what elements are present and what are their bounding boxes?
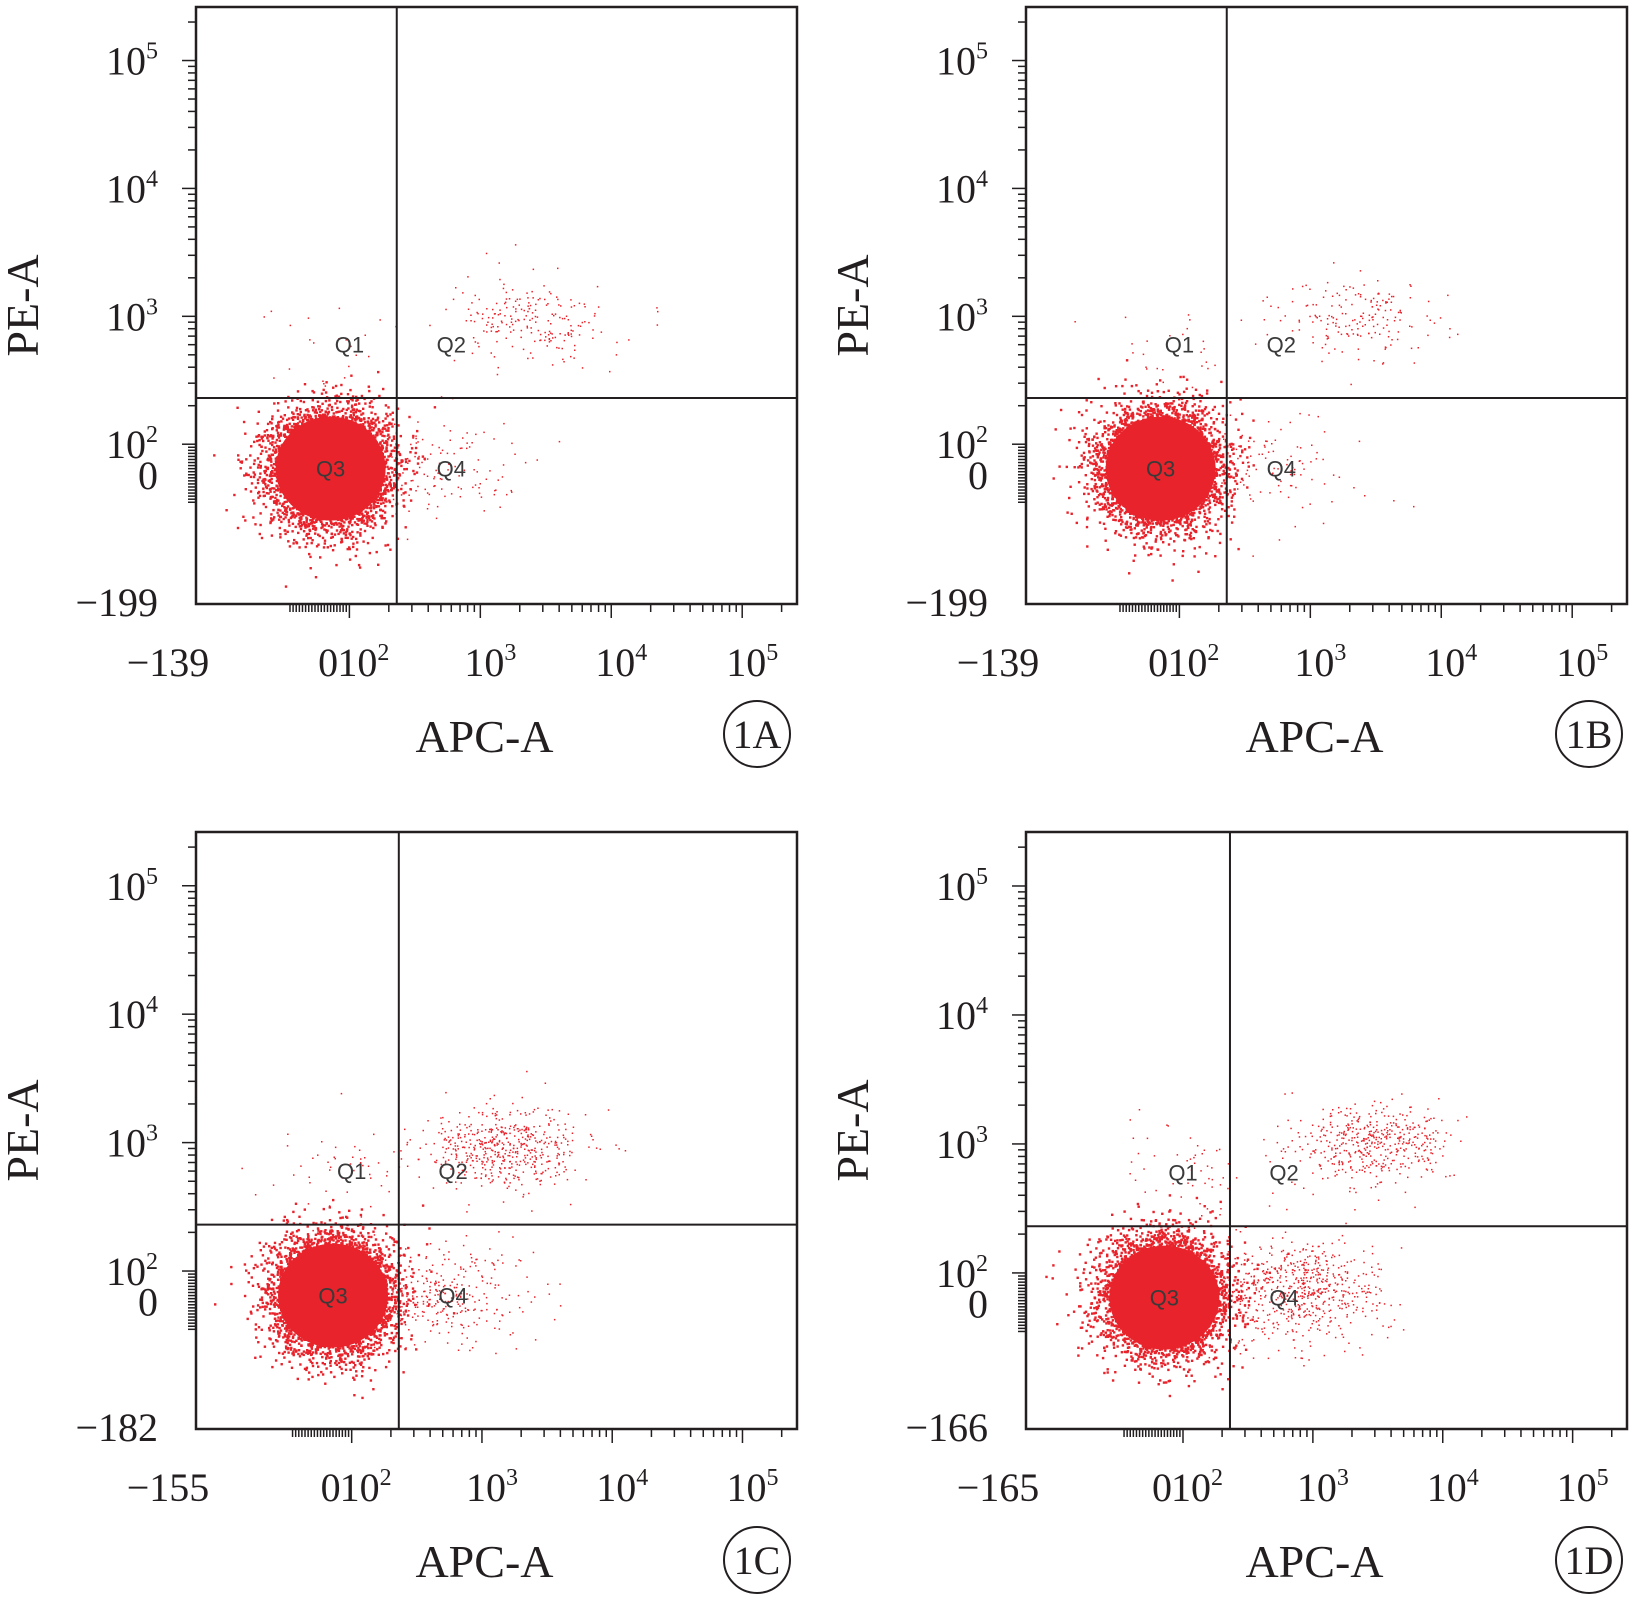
quadrant-label-q3: Q3 bbox=[318, 1284, 347, 1309]
y-tick-label: 0 bbox=[968, 453, 988, 498]
y-axis-title: PE-A bbox=[0, 254, 48, 356]
tick-marks bbox=[182, 21, 783, 618]
panel-tag-label: 1C bbox=[734, 1538, 781, 1583]
x-axis-title: APC-A bbox=[415, 1536, 553, 1587]
quadrant-label-q1: Q1 bbox=[1165, 333, 1194, 358]
quadrant-label-q3: Q3 bbox=[1150, 1286, 1179, 1311]
y-tick-label: 103 bbox=[936, 1122, 988, 1167]
y-tick-label: 104 bbox=[936, 993, 988, 1038]
y-tick-label: 104 bbox=[106, 992, 158, 1037]
y-tick-label: 102 bbox=[106, 422, 158, 467]
q3-dense-core bbox=[278, 1243, 389, 1348]
q3-dense-core bbox=[275, 416, 386, 521]
y-tick-label: 103 bbox=[106, 1121, 158, 1166]
x-tick-label: −139 bbox=[957, 640, 1040, 685]
x-tick-label: 102 bbox=[1171, 1465, 1223, 1510]
y-axis-title: PE-A bbox=[0, 1079, 48, 1181]
y-tick-label: −199 bbox=[75, 580, 158, 625]
x-tick-label: 104 bbox=[1425, 640, 1477, 685]
panel-tag-circle bbox=[1555, 1526, 1623, 1594]
quadrant-label-q4: Q4 bbox=[437, 457, 466, 482]
x-axis-title: APC-A bbox=[1245, 1536, 1383, 1587]
y-tick-label: −199 bbox=[905, 580, 988, 625]
panel-tag-circle bbox=[723, 1526, 791, 1594]
panel-tag-circle bbox=[723, 700, 791, 768]
y-tick-label: 105 bbox=[936, 39, 988, 84]
y-tick-label: 103 bbox=[936, 294, 988, 339]
x-tick-label: 103 bbox=[466, 1465, 518, 1510]
y-tick-label: 105 bbox=[936, 864, 988, 909]
quadrant-label-q4: Q4 bbox=[1269, 1286, 1298, 1311]
x-tick-label: 104 bbox=[1427, 1465, 1479, 1510]
x-tick-label: 102 bbox=[337, 640, 389, 685]
tick-marks bbox=[1012, 846, 1613, 1443]
x-tick-label: 103 bbox=[1294, 640, 1346, 685]
y-tick-label: −182 bbox=[75, 1405, 158, 1450]
x-tick-label: −165 bbox=[957, 1465, 1040, 1510]
y-tick-label: 104 bbox=[936, 166, 988, 211]
x-axis-title: APC-A bbox=[415, 711, 553, 762]
x-tick-label: 105 bbox=[1556, 640, 1608, 685]
panel-tag-label: 1B bbox=[1566, 712, 1613, 757]
y-tick-label: 0 bbox=[138, 453, 158, 498]
y-tick-label: 102 bbox=[936, 1251, 988, 1296]
x-tick-label: 105 bbox=[1557, 1465, 1609, 1510]
quadrant-label-q3: Q3 bbox=[1146, 457, 1175, 482]
quadrant-label-q2: Q2 bbox=[437, 333, 466, 358]
quadrant-label-q2: Q2 bbox=[438, 1159, 467, 1184]
y-tick-label: 103 bbox=[106, 294, 158, 339]
x-tick-label: 103 bbox=[464, 640, 516, 685]
quadrant-label-q2: Q2 bbox=[1267, 333, 1296, 358]
x-tick-label: 0 bbox=[1148, 640, 1168, 685]
y-axis-title: PE-A bbox=[827, 254, 878, 356]
panel-tag-label: 1D bbox=[1565, 1538, 1614, 1583]
y-tick-label: 102 bbox=[936, 422, 988, 467]
y-tick-label: 0 bbox=[138, 1280, 158, 1325]
x-tick-label: 105 bbox=[726, 1465, 778, 1510]
x-tick-label: 102 bbox=[340, 1465, 392, 1510]
tick-marks bbox=[182, 846, 783, 1443]
quadrant-label-q1: Q1 bbox=[1168, 1161, 1197, 1186]
y-tick-label: 104 bbox=[106, 166, 158, 211]
x-tick-label: −155 bbox=[127, 1465, 210, 1510]
x-tick-label: 103 bbox=[1297, 1465, 1349, 1510]
q3-dense-core bbox=[1105, 416, 1216, 521]
quadrant-label-q3: Q3 bbox=[316, 457, 345, 482]
x-tick-label: 0 bbox=[321, 1465, 341, 1510]
y-tick-label: 102 bbox=[106, 1249, 158, 1294]
y-axis-title: PE-A bbox=[827, 1079, 878, 1181]
y-tick-label: 0 bbox=[968, 1282, 988, 1327]
x-tick-label: 0 bbox=[1152, 1465, 1172, 1510]
y-tick-label: 105 bbox=[106, 864, 158, 909]
x-tick-label: 105 bbox=[726, 640, 778, 685]
x-tick-label: 104 bbox=[596, 1465, 648, 1510]
y-tick-label: 105 bbox=[106, 39, 158, 84]
quadrant-label-q4: Q4 bbox=[1267, 457, 1296, 482]
quadrant-label-q1: Q1 bbox=[335, 333, 364, 358]
x-tick-label: −139 bbox=[127, 640, 210, 685]
panel-tag-circle bbox=[1555, 700, 1623, 768]
x-tick-label: 104 bbox=[595, 640, 647, 685]
quadrant-label-q2: Q2 bbox=[1269, 1161, 1298, 1186]
q3-dense-core bbox=[1109, 1245, 1220, 1350]
y-tick-label: −166 bbox=[905, 1405, 988, 1450]
panel-tag-label: 1A bbox=[733, 712, 782, 757]
x-tick-label: 0 bbox=[318, 640, 338, 685]
x-axis-title: APC-A bbox=[1245, 711, 1383, 762]
x-tick-label: 102 bbox=[1167, 640, 1219, 685]
plot-frame bbox=[1024, 5, 1629, 606]
quadrant-label-q1: Q1 bbox=[337, 1159, 366, 1184]
quadrant-label-q4: Q4 bbox=[438, 1284, 467, 1309]
tick-marks bbox=[1012, 21, 1613, 618]
